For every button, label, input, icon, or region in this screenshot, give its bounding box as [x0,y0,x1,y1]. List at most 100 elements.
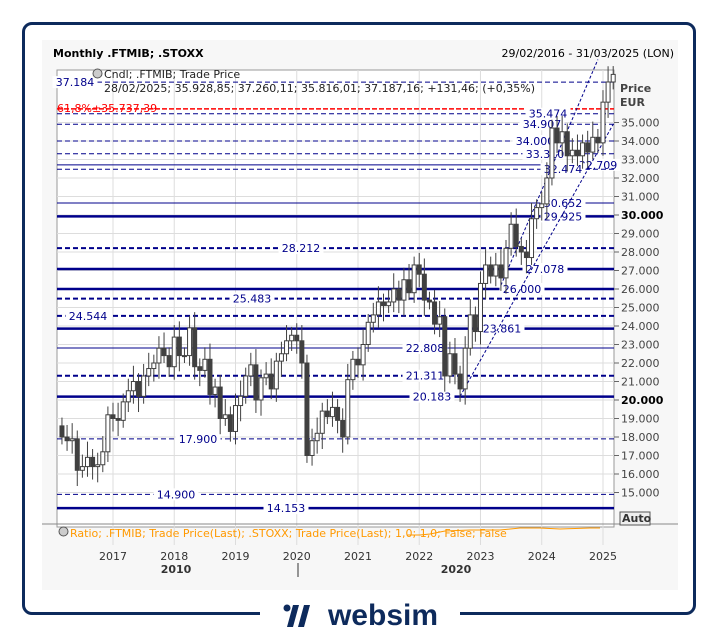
candle[interactable] [447,341,453,384]
candle[interactable] [110,402,116,432]
channel-line[interactable] [459,124,614,397]
candle[interactable] [355,347,361,378]
candle[interactable] [518,238,524,265]
candle[interactable] [187,315,193,366]
candle[interactable] [375,286,381,328]
candle[interactable] [130,365,136,404]
candle[interactable] [181,347,187,363]
candle[interactable] [217,375,223,435]
candle[interactable] [258,369,264,416]
candle[interactable] [580,134,586,169]
candle[interactable] [564,123,570,172]
candle[interactable] [610,66,616,90]
candle[interactable] [585,130,591,168]
candle[interactable] [350,350,356,390]
candle[interactable] [416,252,422,288]
candle[interactable] [69,423,75,454]
candle[interactable] [472,306,478,342]
candle[interactable] [64,424,70,451]
candle[interactable] [365,313,371,352]
candle[interactable] [329,391,335,427]
candle[interactable] [100,436,106,473]
candle[interactable] [370,302,376,333]
candle[interactable] [248,352,254,387]
candle[interactable] [457,365,463,402]
candle[interactable] [59,417,65,445]
candle[interactable] [605,66,611,118]
candle[interactable] [477,271,483,345]
candle[interactable] [95,452,101,483]
candle[interactable] [503,239,509,294]
candle[interactable] [232,393,238,445]
candle[interactable] [498,249,504,291]
candle[interactable] [401,267,407,316]
candle[interactable] [488,256,494,284]
auto-button[interactable] [619,511,651,526]
candle[interactable] [222,399,228,426]
candle[interactable] [386,289,392,314]
candle[interactable] [437,301,443,338]
candle[interactable] [263,362,269,386]
candle[interactable] [406,264,412,301]
candle[interactable] [253,349,259,413]
candle[interactable] [278,341,284,377]
candle[interactable] [238,380,244,422]
candle[interactable] [452,338,458,385]
candle[interactable] [539,191,545,221]
candle[interactable] [421,258,427,316]
candle[interactable] [192,312,198,380]
candle[interactable] [335,399,341,434]
candle[interactable] [243,367,249,404]
candle[interactable] [268,358,274,400]
candle[interactable] [569,138,575,164]
candle[interactable] [396,280,402,314]
candle[interactable] [493,252,499,287]
candle[interactable] [115,402,121,437]
candle[interactable] [559,116,565,156]
candle[interactable] [595,128,601,154]
candle[interactable] [462,336,468,405]
candle[interactable] [161,332,167,363]
candle[interactable] [554,116,560,154]
candle[interactable] [166,347,172,377]
candle[interactable] [529,202,535,265]
candle[interactable] [345,363,351,445]
candle[interactable] [381,293,387,322]
candle[interactable] [319,402,325,450]
candle[interactable] [90,449,96,480]
candle[interactable] [309,428,315,466]
candle[interactable] [304,354,310,463]
candle[interactable] [426,291,432,310]
candle[interactable] [314,417,320,454]
candle[interactable] [79,454,85,478]
candle[interactable] [105,406,111,462]
candle[interactable] [120,393,126,428]
candle[interactable] [508,212,514,256]
candle[interactable] [207,343,213,405]
candle[interactable] [574,134,580,166]
candle[interactable] [74,430,80,487]
candle[interactable] [294,323,300,354]
candle[interactable] [273,352,279,402]
candle[interactable] [171,325,177,380]
candle[interactable] [534,199,540,229]
candle[interactable] [227,406,233,442]
candle[interactable] [590,121,596,160]
candle[interactable] [84,441,90,477]
candle[interactable] [125,378,131,413]
candle[interactable] [442,308,448,392]
candle[interactable] [340,408,346,453]
candle[interactable] [299,325,305,379]
candle[interactable] [136,373,142,413]
candle[interactable] [197,358,203,387]
candle[interactable] [544,162,550,220]
candle[interactable] [151,354,157,382]
candle[interactable] [549,119,555,186]
candle[interactable] [156,336,162,379]
candle[interactable] [141,363,147,404]
candle[interactable] [513,208,519,257]
candle[interactable] [146,352,152,387]
candle[interactable] [432,289,438,335]
candle[interactable] [483,249,489,300]
